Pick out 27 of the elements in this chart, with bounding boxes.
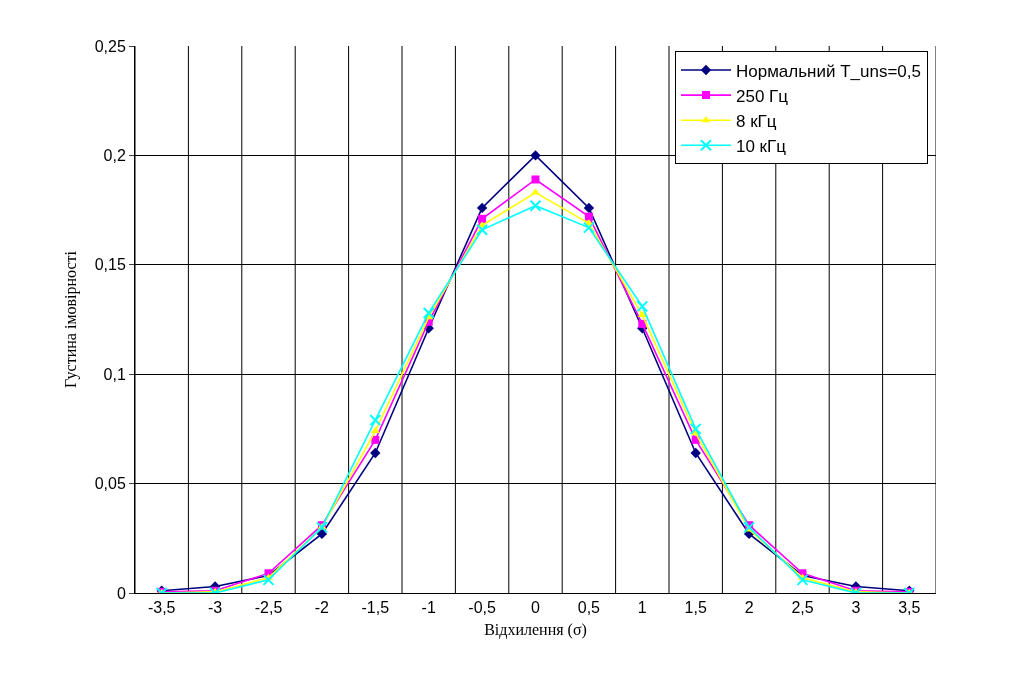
x-tick-label: -2 [314,599,330,617]
y-tick-label: 0,25 [94,37,126,55]
y-tick-label: 0,05 [94,475,126,493]
legend-label: 8 кГц [735,111,777,131]
y-axis-title: Густина імовірності [61,250,80,389]
x-tick-label: 0,5 [577,599,601,617]
legend-label: 10 кГц [735,136,787,156]
x-tick-label: 1 [637,599,647,617]
x-axis-title: Відхилення (σ) [484,620,587,639]
y-tick-label: 0,15 [94,256,126,274]
x-tick-label: -3 [207,599,223,617]
legend-label: Нормальний T_uns=0,5 [735,61,922,81]
x-tick-label: 2,5 [791,599,814,617]
legend-label: 250 Гц [735,86,789,106]
x-tick-label: 3,5 [898,599,921,617]
x-tick-label: 2 [744,599,754,617]
x-tick-label: -1 [421,599,436,617]
y-tick-label: 0 [116,584,126,602]
x-tick-label: -2,5 [254,599,283,617]
x-tick-label: -3,5 [147,599,176,617]
y-tick-label: 0,2 [103,147,126,164]
x-tick-label: 0 [531,599,541,617]
x-tick-label: 3 [851,599,861,617]
x-tick-label: -1,5 [361,599,390,617]
y-tick-label: 0,1 [103,365,126,383]
x-tick-label: -0,5 [468,599,496,617]
x-tick-label: 1,5 [684,599,707,617]
